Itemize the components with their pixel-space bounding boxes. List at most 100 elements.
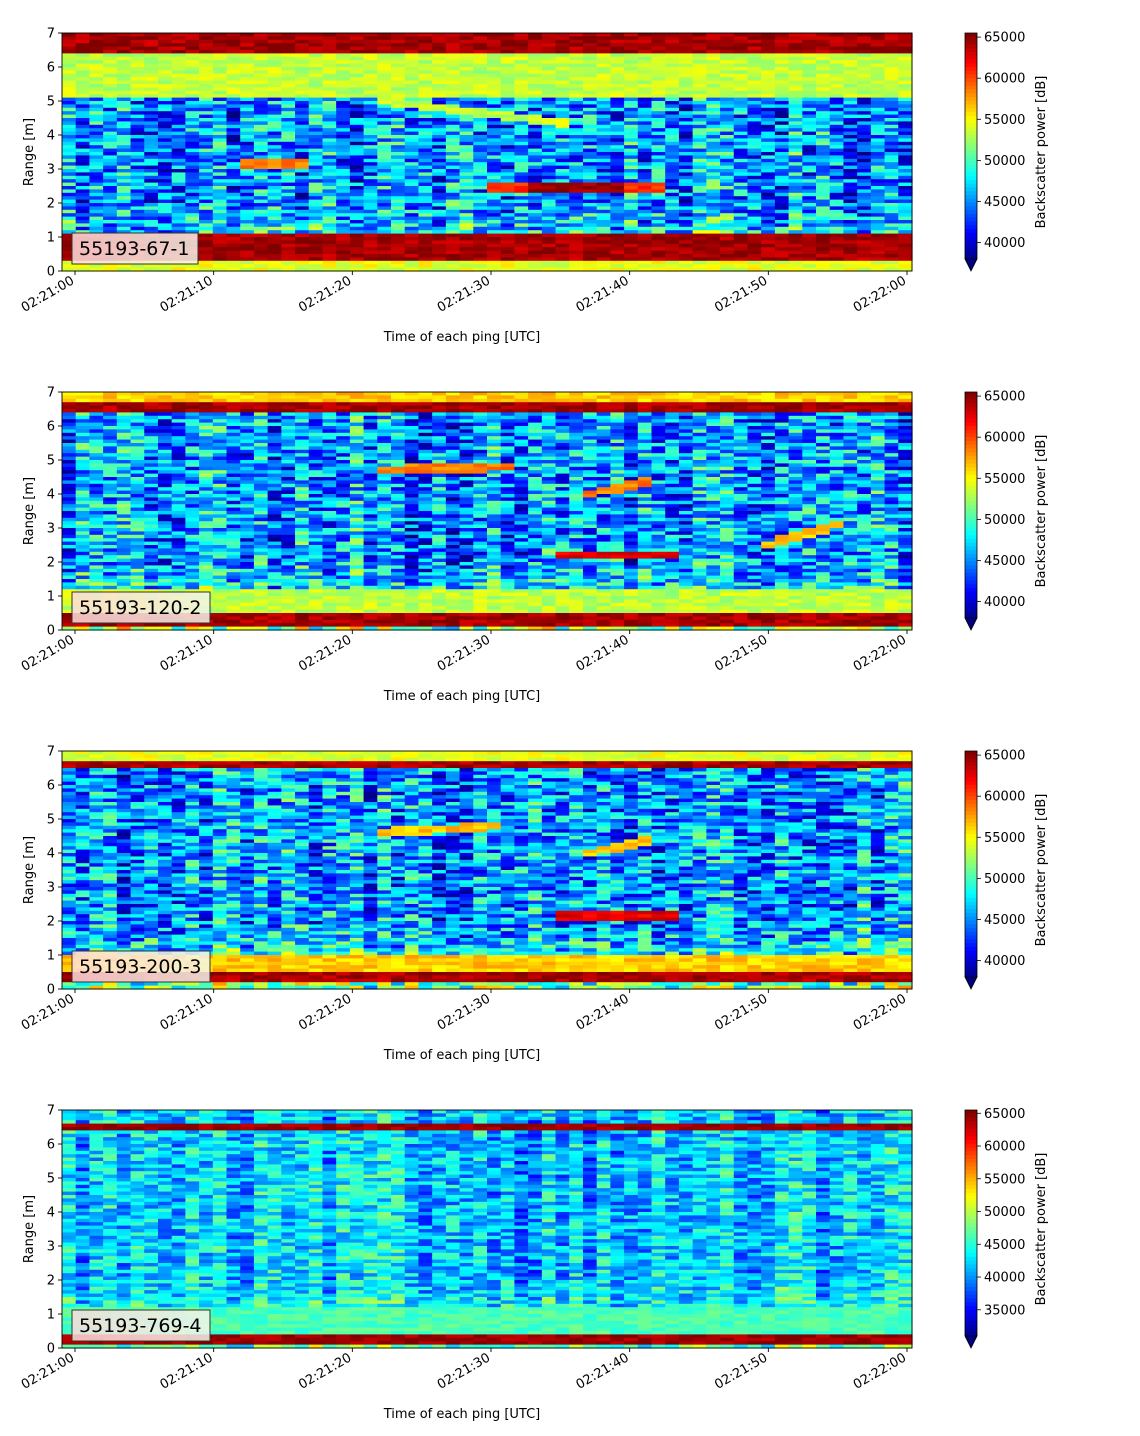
colorbar-label: Backscatter power [dB]: [1034, 435, 1049, 588]
colorbar-tick-label: 45000: [984, 913, 1025, 928]
colorbar-frame: [964, 1109, 978, 1336]
x-tick-label: 02:21:20: [296, 632, 354, 674]
x-tick-label: 02:21:00: [19, 1350, 77, 1392]
y-tick-label: 2: [47, 1274, 55, 1289]
x-tick-label: 02:21:20: [296, 273, 354, 315]
colorbar-tick-label: 50000: [984, 154, 1025, 169]
y-tick-label: 6: [47, 1138, 55, 1153]
x-tick-label: 02:21:10: [158, 632, 216, 674]
sensor-label-box: [71, 232, 199, 265]
y-tick-label: 0: [47, 983, 55, 998]
colorbar-tick-label: 35000: [984, 1303, 1025, 1318]
y-tick-label: 6: [47, 420, 55, 435]
y-tick-label: 2: [47, 197, 55, 212]
colorbar-tick-label: 50000: [984, 513, 1025, 528]
y-tick-label: 5: [47, 813, 55, 828]
plot-frame: [61, 32, 913, 272]
colorbar-tick-label: 65000: [984, 31, 1025, 46]
x-tick-label: 02:21:30: [435, 632, 493, 674]
sensor-label-box: [71, 950, 211, 983]
y-tick-label: 0: [47, 265, 55, 280]
colorbar-label: Backscatter power [dB]: [1034, 794, 1049, 947]
colorbar-tick-label: 40000: [984, 1271, 1025, 1286]
sensor-label: 55193-67-1: [79, 238, 189, 260]
colorbar-tick-label: 55000: [984, 831, 1025, 846]
x-tick-label: 02:21:30: [435, 273, 493, 315]
x-axis-label: Time of each ping [UTC]: [383, 330, 541, 345]
x-tick-label: 02:21:40: [574, 991, 632, 1033]
x-tick-label: 02:21:50: [712, 632, 770, 674]
x-tick-label: 02:21:30: [435, 1350, 493, 1392]
y-tick-label: 0: [47, 1342, 55, 1357]
colorbar: 35000 40000 45000 50000 55000 60000 65000 Backs…: [964, 1107, 1049, 1349]
x-tick-label: 02:21:10: [158, 273, 216, 315]
colorbar-tick-label: 50000: [984, 1205, 1025, 1220]
y-axis-label: Range [m]: [22, 477, 37, 545]
plot-frame: [61, 1109, 913, 1349]
y-axis-label: Range [m]: [22, 1195, 37, 1263]
y-tick-label: 4: [47, 488, 55, 503]
x-axis-label: Time of each ping [UTC]: [383, 1407, 541, 1422]
y-tick-label: 1: [47, 949, 55, 964]
subplot-2: 0 1 2 3 4 5 6 7 02:21:00 02:21:10 02:21:20 02:21:30…: [19, 386, 1049, 705]
colorbar-label: Backscatter power [dB]: [1034, 76, 1049, 229]
y-tick-label: 5: [47, 1172, 55, 1187]
y-tick-label: 7: [47, 27, 55, 42]
y-tick-label: 3: [47, 881, 55, 896]
colorbar: 40000 45000 50000 55000 60000 65000 Backscatte…: [964, 749, 1049, 990]
colorbar-tick-label: 45000: [984, 554, 1025, 569]
sensor-label-box: [71, 1309, 211, 1342]
colorbar-extend-triangle: [964, 258, 978, 272]
colorbar-tick-label: 60000: [984, 790, 1025, 805]
colorbar-frame: [964, 391, 978, 618]
subplot-3: 0 1 2 3 4 5 6 7 02:21:00 02:21:10 02:21:20 02:21:30…: [19, 745, 1049, 1064]
colorbar-tick-label: 65000: [984, 390, 1025, 405]
y-tick-label: 0: [47, 624, 55, 639]
colorbar-extend-triangle: [964, 1335, 978, 1349]
heatmap: [62, 1110, 913, 1349]
x-axis-label: Time of each ping [UTC]: [383, 1048, 541, 1063]
x-axis-label: Time of each ping [UTC]: [383, 689, 541, 704]
plot-frame: [61, 750, 913, 990]
x-tick-label: 02:21:00: [19, 273, 77, 315]
y-tick-label: 4: [47, 847, 55, 862]
x-tick-label: 02:22:00: [851, 273, 909, 315]
y-tick-label: 2: [47, 556, 55, 571]
y-tick-label: 2: [47, 915, 55, 930]
y-tick-label: 7: [47, 386, 55, 401]
y-tick-label: 3: [47, 163, 55, 178]
x-tick-label: 02:21:00: [19, 632, 77, 674]
sensor-label: 55193-120-2: [79, 597, 202, 619]
x-tick-label: 02:22:00: [851, 991, 909, 1033]
colorbar: 40000 45000 50000 55000 60000 65000 Backscatte…: [964, 31, 1049, 272]
y-tick-label: 3: [47, 1240, 55, 1255]
colorbar-tick-label: 40000: [984, 236, 1025, 251]
y-tick-label: 5: [47, 95, 55, 110]
y-tick-label: 7: [47, 745, 55, 760]
sensor-label: 55193-200-3: [79, 956, 202, 978]
colorbar-tick-label: 55000: [984, 113, 1025, 128]
subplot-1: 0 1 2 3 4 5 6 7 02:21:00 02:21:10 02:21:20 02:21:30…: [19, 27, 1049, 346]
colorbar-tick-label: 50000: [984, 872, 1025, 887]
y-axis-label: Range [m]: [22, 118, 37, 186]
x-tick-label: 02:22:00: [851, 632, 909, 674]
colorbar-frame: [964, 750, 978, 977]
plot-frame: [61, 391, 913, 631]
y-tick-label: 1: [47, 231, 55, 246]
x-tick-label: 02:22:00: [851, 1350, 909, 1392]
x-tick-label: 02:21:40: [574, 1350, 632, 1392]
colorbar-tick-label: 65000: [984, 1107, 1025, 1122]
x-tick-label: 02:21:40: [574, 632, 632, 674]
x-tick-label: 02:21:20: [296, 1350, 354, 1392]
colorbar-tick-label: 40000: [984, 595, 1025, 610]
x-tick-label: 02:21:20: [296, 991, 354, 1033]
y-tick-label: 1: [47, 1308, 55, 1323]
y-tick-label: 5: [47, 454, 55, 469]
colorbar-tick-label: 45000: [984, 195, 1025, 210]
y-tick-label: 4: [47, 1206, 55, 1221]
colorbar-tick-label: 55000: [984, 1172, 1025, 1187]
colorbar-tick-label: 45000: [984, 1238, 1025, 1253]
x-tick-label: 02:21:10: [158, 1350, 216, 1392]
colorbar-tick-label: 60000: [984, 1140, 1025, 1155]
